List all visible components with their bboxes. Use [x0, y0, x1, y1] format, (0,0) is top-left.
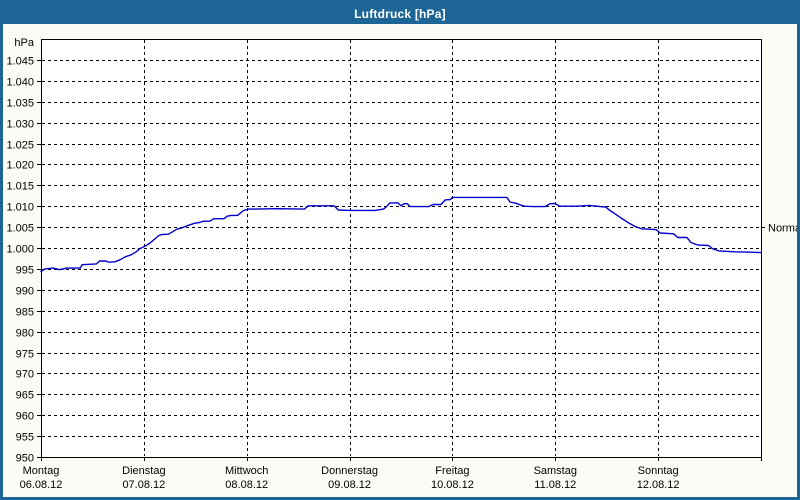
x-date-label: 12.08.12: [637, 479, 680, 491]
x-day-label: Montag: [23, 465, 60, 477]
window-title: Luftdruck [hPa]: [354, 6, 446, 21]
title-bar[interactable]: Luftdruck [hPa]: [3, 3, 797, 24]
x-day-label: Sonntag: [638, 465, 679, 477]
x-date-label: 11.08.12: [534, 479, 576, 491]
x-date-label: 08.08.12: [225, 479, 268, 491]
x-day-label: Mittwoch: [225, 465, 268, 477]
y-tick-label: 995: [16, 265, 34, 277]
y-tick-label: 980: [16, 328, 34, 340]
y-axis-unit-label: hPa: [14, 37, 34, 49]
y-tick-label: 1.035: [6, 98, 34, 110]
y-tick-label: 1.045: [6, 56, 34, 68]
x-date-label: 10.08.12: [431, 479, 474, 491]
y-tick-label: 955: [16, 432, 34, 444]
y-tick-label: 1.040: [6, 77, 34, 89]
x-day-label: Donnerstag: [321, 465, 378, 477]
y-tick-label: 965: [16, 390, 34, 402]
x-date-label: 09.08.12: [328, 479, 371, 491]
y-tick-label: 970: [16, 369, 34, 381]
x-date-label: 07.08.12: [122, 479, 165, 491]
y-tick-label: 975: [16, 349, 34, 361]
y-tick-label: 985: [16, 307, 34, 319]
y-tick-label: 1.025: [6, 140, 34, 152]
x-day-label: Dienstag: [122, 465, 165, 477]
x-day-label: Samstag: [534, 465, 577, 477]
y-tick-label: 990: [16, 286, 34, 298]
y-tick-label: 1.030: [6, 119, 34, 131]
normal-label: Normal: [768, 223, 797, 235]
x-date-label: 06.08.12: [20, 479, 63, 491]
y-tick-label: 1.000: [6, 244, 34, 256]
y-tick-label: 960: [16, 411, 34, 423]
y-tick-label: 1.010: [6, 202, 34, 214]
plot-border: [41, 39, 762, 458]
y-tick-label: 1.005: [6, 223, 34, 235]
y-tick-label: 1.020: [6, 160, 34, 172]
pressure-chart: 1.045 1.040 1.035 1.030 1.025 1.020 1.015 1.010…: [6, 37, 797, 491]
chart-area: 1.045 1.040 1.035 1.030 1.025 1.020 1.015 1.010…: [3, 24, 797, 497]
x-day-label: Freitag: [435, 465, 469, 477]
y-tick-label: 1.015: [6, 181, 34, 193]
pressure-series-line: [40, 196, 762, 273]
y-tick-label: 950: [16, 453, 34, 465]
